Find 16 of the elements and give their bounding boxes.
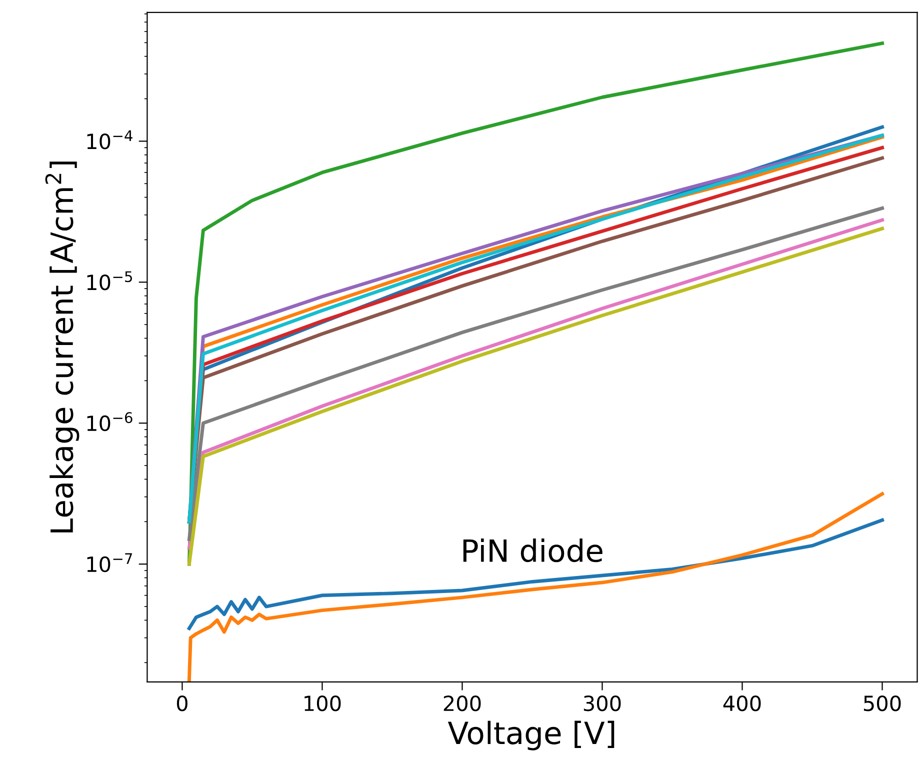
y-tick-label: 10$^{−5}$ (87, 271, 132, 290)
x-tick-label: 0 (176, 695, 188, 712)
x-tick-label: 300 (584, 695, 621, 712)
y-tick-label: 10$^{−4}$ (87, 130, 132, 150)
x-tick-label: 500 (864, 695, 901, 712)
line-series (187, 42, 884, 566)
line-series (187, 492, 884, 682)
line-series (187, 518, 884, 630)
x-tick-label: 100 (304, 695, 341, 712)
x-tick-label: 400 (723, 695, 761, 712)
x-axis-title: Voltage [V] (448, 720, 614, 750)
y-axis-title: Leakage current [A/cm$^{2}$] (45, 162, 80, 532)
annotation: PiN diode (463, 538, 602, 562)
y-tick-label: 10$^{−6}$ (87, 412, 132, 432)
x-tick-label: 200 (444, 695, 481, 712)
y-tick-label: 10$^{−7}$ (87, 553, 132, 572)
